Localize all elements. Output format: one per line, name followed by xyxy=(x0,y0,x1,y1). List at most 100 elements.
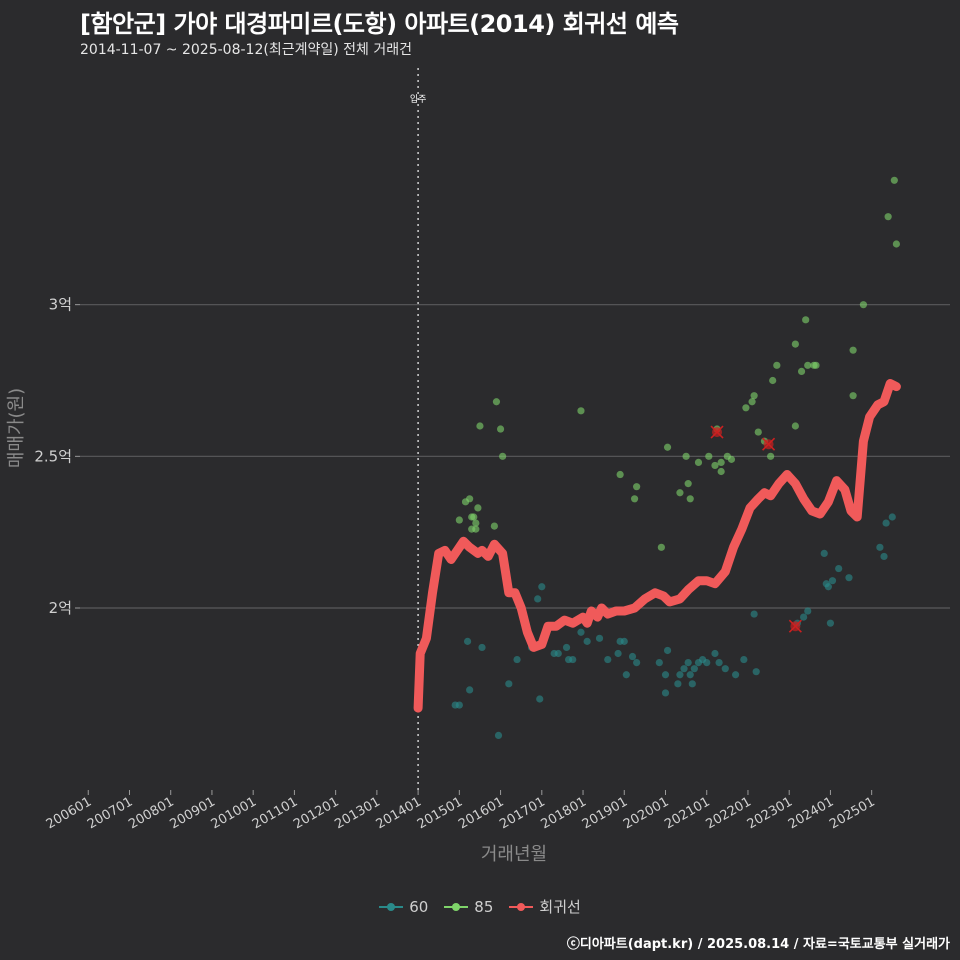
data-point-60 xyxy=(455,701,463,709)
data-point-85 xyxy=(474,504,482,512)
data-point-85 xyxy=(472,519,480,527)
data-point-85 xyxy=(717,458,725,466)
data-point-60 xyxy=(882,519,890,527)
data-point-85 xyxy=(694,458,703,466)
data-point-85 xyxy=(466,495,474,503)
outlier-cross xyxy=(710,425,724,439)
outlier-marker xyxy=(788,619,802,633)
data-point-85 xyxy=(748,398,756,406)
x-tick-label: 202201 xyxy=(703,794,753,832)
data-point-85 xyxy=(727,455,736,463)
data-point-60 xyxy=(715,659,723,667)
x-tick-label: 200901 xyxy=(167,794,217,832)
outlier-markers xyxy=(710,425,802,633)
data-point-60 xyxy=(680,665,688,673)
legend-label-regression: 회귀선 xyxy=(539,898,581,916)
data-point-60 xyxy=(688,680,696,688)
data-point-85 xyxy=(859,301,868,309)
data-point-60 xyxy=(620,637,628,645)
data-point-60 xyxy=(845,574,853,582)
y-axis-ticks: 2억 2.5억 3억 xyxy=(34,296,80,617)
data-point-60 xyxy=(684,659,692,667)
data-point-60 xyxy=(824,583,832,591)
legend-key-60 xyxy=(379,901,404,913)
data-point-60 xyxy=(676,671,684,679)
data-point-85 xyxy=(455,516,463,524)
data-point-60 xyxy=(614,649,622,658)
data-point-60 xyxy=(690,665,698,673)
data-point-60 xyxy=(752,668,760,676)
data-point-60 xyxy=(577,628,585,636)
data-point-85 xyxy=(633,483,641,491)
data-point-60 xyxy=(536,695,544,703)
data-point-60 xyxy=(554,649,562,658)
data-point-60 xyxy=(562,643,571,652)
data-point-85 xyxy=(791,340,799,348)
data-point-60 xyxy=(750,610,758,618)
data-point-85 xyxy=(496,425,505,433)
data-point-60 xyxy=(628,652,637,661)
data-point-85 xyxy=(717,467,725,476)
legend-key-regression xyxy=(509,901,534,913)
legend-key-85 xyxy=(444,901,469,913)
data-point-60 xyxy=(661,671,670,679)
outlier-marker xyxy=(762,437,776,451)
data-point-85 xyxy=(577,407,585,415)
x-tick-label: 201401 xyxy=(374,794,424,832)
x-tick-label: 200701 xyxy=(85,794,135,832)
data-point-85 xyxy=(705,452,713,460)
x-tick-label: 200601 xyxy=(44,794,94,832)
x-tick-label: 201601 xyxy=(456,794,506,832)
legend-item-60: 60 xyxy=(379,898,428,916)
x-tick-label: 201701 xyxy=(497,794,547,832)
data-point-85 xyxy=(686,495,694,503)
y-tick-label: 3억 xyxy=(49,296,72,314)
data-point-85 xyxy=(754,428,762,436)
x-tick-label: 202301 xyxy=(745,794,795,832)
data-point-60 xyxy=(466,686,474,694)
x-tick-label: 202401 xyxy=(786,794,836,832)
data-point-60 xyxy=(800,613,808,621)
data-point-60 xyxy=(876,543,884,551)
legend: 60 85 회귀선 xyxy=(0,896,960,917)
x-tick-label: 201501 xyxy=(415,794,465,832)
outlier-cross xyxy=(788,619,802,633)
data-point-60 xyxy=(721,665,729,673)
data-point-60 xyxy=(731,671,740,679)
outlier-cross xyxy=(762,437,776,451)
data-point-85 xyxy=(849,392,857,400)
x-tick-label: 201901 xyxy=(580,794,630,832)
source-caption: ⓒ디아파트(dapt.kr) / 2025.08.14 / 자료=국토교통부 실… xyxy=(566,937,950,952)
data-point-60 xyxy=(494,731,503,740)
data-point-60 xyxy=(583,637,591,645)
data-point-60 xyxy=(674,680,682,688)
x-tick-label: 201001 xyxy=(209,794,259,832)
x-axis-title: 거래년월 xyxy=(481,844,547,865)
data-point-85 xyxy=(791,422,799,430)
data-point-60 xyxy=(595,634,604,642)
grid-lines xyxy=(80,304,950,609)
x-tick-label: 201101 xyxy=(250,794,300,832)
data-point-60 xyxy=(835,564,843,573)
data-point-85 xyxy=(773,361,781,369)
data-point-85 xyxy=(476,422,484,430)
legend-item-regression: 회귀선 xyxy=(509,896,581,917)
data-point-60 xyxy=(538,583,546,591)
legend-label-85: 85 xyxy=(474,897,494,916)
outlier-marker xyxy=(710,425,724,439)
data-point-85 xyxy=(804,361,812,369)
data-point-85 xyxy=(797,367,806,375)
data-point-85 xyxy=(630,495,639,503)
data-point-60 xyxy=(880,552,888,561)
data-point-85 xyxy=(890,176,898,184)
data-point-85 xyxy=(684,480,692,488)
x-tick-label: 201801 xyxy=(539,794,589,832)
data-point-60 xyxy=(740,655,748,664)
data-point-85 xyxy=(492,398,501,406)
data-point-85 xyxy=(490,522,498,530)
data-point-85 xyxy=(676,489,684,497)
data-point-85 xyxy=(499,452,507,460)
data-point-60 xyxy=(622,671,630,679)
data-point-60 xyxy=(513,655,521,664)
